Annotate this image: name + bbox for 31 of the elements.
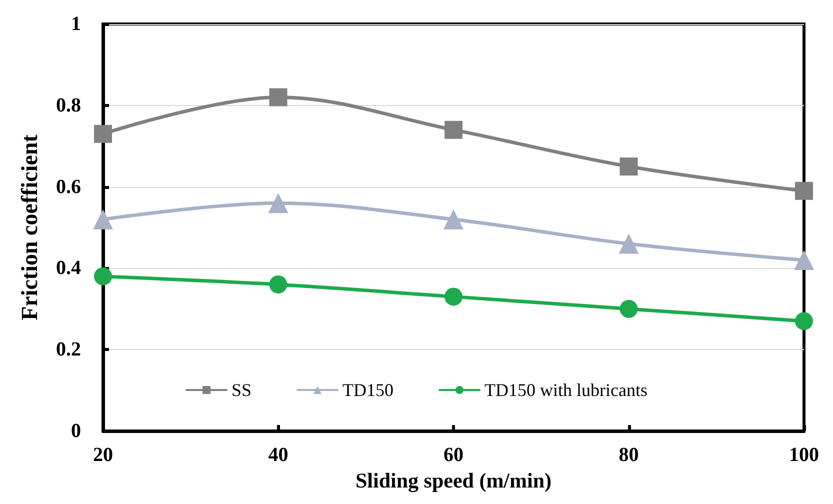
point (268, 193, 288, 214)
y-tick-label: 0 (71, 420, 81, 442)
x-tick-label: 60 (444, 444, 464, 466)
point (444, 288, 462, 306)
x-tick-label: 20 (93, 444, 113, 466)
y-axis-title: Friction coefficient (17, 134, 42, 320)
point (620, 157, 638, 176)
point (444, 209, 464, 230)
y-tick-label: 0.2 (56, 338, 81, 361)
point (620, 300, 638, 318)
point (93, 209, 113, 230)
point (795, 182, 813, 200)
x-tick-label: 40 (268, 444, 288, 466)
point (94, 124, 112, 143)
x-axis-title: Sliding speed (m/min) (355, 468, 552, 492)
x-tick-label: 80 (618, 444, 639, 466)
point (795, 312, 813, 330)
point (269, 275, 288, 294)
y-tick-label: 0.4 (56, 257, 81, 280)
point (94, 267, 112, 286)
y-tick-label: 0.6 (56, 176, 81, 198)
y-tick-label: 0.8 (56, 94, 81, 116)
point (618, 234, 639, 254)
x-tick-label: 100 (789, 444, 819, 466)
legend-label: TD150 with lubricants (484, 380, 648, 400)
y-tick-label: 1 (71, 13, 81, 35)
point (269, 88, 288, 106)
legend-label: TD150 (342, 380, 394, 400)
point (444, 120, 462, 139)
legend-label: SS (232, 380, 252, 400)
point (794, 250, 814, 270)
